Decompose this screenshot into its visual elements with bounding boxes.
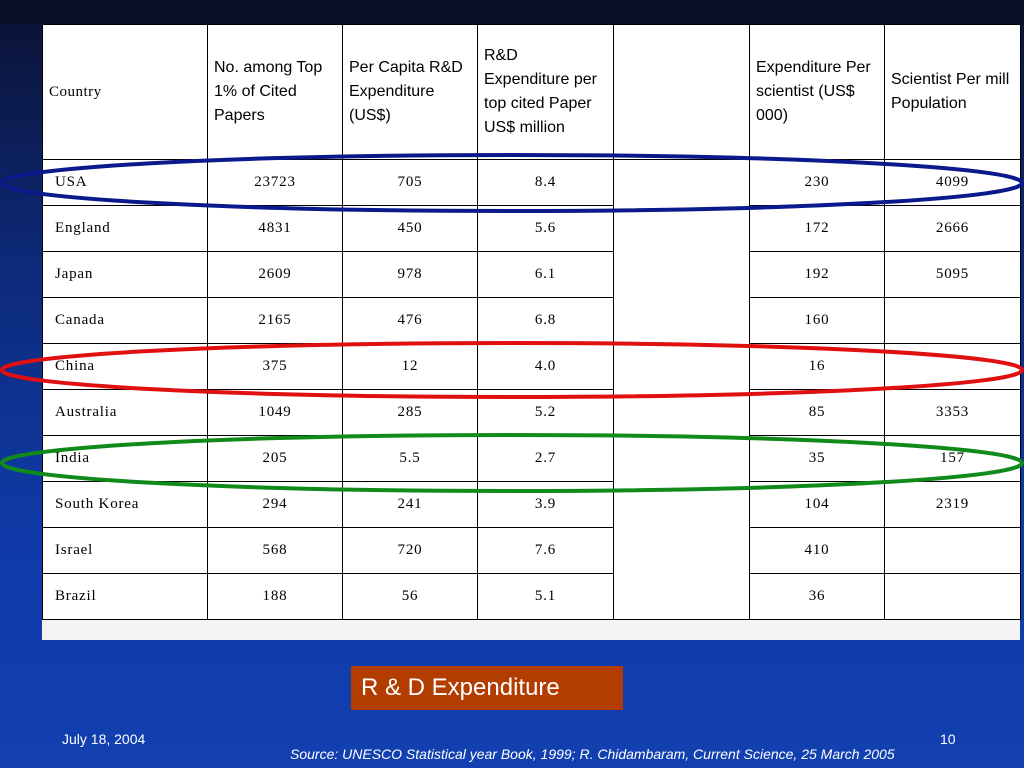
cell-per-capita: 241 [342, 481, 478, 528]
table-panel: Country No. among Top 1% of Cited Papers… [42, 24, 1021, 640]
header-row: Country No. among Top 1% of Cited Papers… [42, 24, 1021, 160]
table-row: India 205 5.5 2.7 35 157 [42, 435, 1021, 482]
cell-per-paper: 2.7 [477, 435, 614, 482]
top-band [0, 0, 1024, 24]
cell-blank [613, 297, 750, 344]
header-blank [613, 24, 750, 160]
cell-per-paper: 8.4 [477, 159, 614, 206]
table-row: Japan 2609 978 6.1 192 5095 [42, 251, 1021, 298]
cell-per-scientist: 36 [749, 573, 885, 620]
cell-blank [613, 205, 750, 252]
cell-scientists-per-million [884, 343, 1021, 390]
cell-country: Israel [42, 527, 208, 574]
cell-per-paper: 3.9 [477, 481, 614, 528]
cell-top-cited: 4831 [207, 205, 343, 252]
cell-country: Japan [42, 251, 208, 298]
cell-top-cited: 375 [207, 343, 343, 390]
cell-per-paper: 5.1 [477, 573, 614, 620]
footer-date: July 18, 2004 [62, 731, 146, 747]
source-citation: Source: UNESCO Statistical year Book, 19… [290, 746, 895, 762]
cell-blank [613, 343, 750, 390]
cell-blank [613, 481, 750, 528]
header-per-paper: R&D Expenditure per top cited Paper US$ … [477, 24, 614, 160]
cell-per-paper: 5.2 [477, 389, 614, 436]
cell-country: India [42, 435, 208, 482]
cell-country: England [42, 205, 208, 252]
cell-top-cited: 188 [207, 573, 343, 620]
cell-country: China [42, 343, 208, 390]
cell-per-paper: 6.1 [477, 251, 614, 298]
cell-per-capita: 5.5 [342, 435, 478, 482]
cell-scientists-per-million: 4099 [884, 159, 1021, 206]
cell-per-scientist: 172 [749, 205, 885, 252]
header-per-capita: Per Capita R&D Expenditure (US$) [342, 24, 478, 160]
header-scientists-per-million: Scientist Per mill Population [884, 24, 1021, 160]
cell-per-capita: 285 [342, 389, 478, 436]
cell-top-cited: 1049 [207, 389, 343, 436]
cell-country: South Korea [42, 481, 208, 528]
cell-blank [613, 435, 750, 482]
cell-scientists-per-million: 157 [884, 435, 1021, 482]
cell-per-capita: 12 [342, 343, 478, 390]
table-row: Canada 2165 476 6.8 160 [42, 297, 1021, 344]
table-row: Brazil 188 56 5.1 36 [42, 573, 1021, 620]
cell-per-paper: 6.8 [477, 297, 614, 344]
cell-per-capita: 476 [342, 297, 478, 344]
data-table: Country No. among Top 1% of Cited Papers… [42, 24, 1021, 620]
cell-top-cited: 568 [207, 527, 343, 574]
cell-per-capita: 705 [342, 159, 478, 206]
cell-per-scientist: 35 [749, 435, 885, 482]
table-row: China 375 12 4.0 16 [42, 343, 1021, 390]
cell-scientists-per-million [884, 527, 1021, 574]
table-row: Israel 568 720 7.6 410 [42, 527, 1021, 574]
cell-per-scientist: 192 [749, 251, 885, 298]
cell-scientists-per-million: 2319 [884, 481, 1021, 528]
header-per-scientist: Expenditure Per scientist (US$ 000) [749, 24, 885, 160]
cell-per-paper: 5.6 [477, 205, 614, 252]
cell-country: Brazil [42, 573, 208, 620]
cell-scientists-per-million: 5095 [884, 251, 1021, 298]
cell-per-capita: 56 [342, 573, 478, 620]
cell-country: USA [42, 159, 208, 206]
cell-per-scientist: 16 [749, 343, 885, 390]
cell-per-paper: 4.0 [477, 343, 614, 390]
header-country: Country [42, 24, 208, 160]
cell-blank [613, 389, 750, 436]
header-top-cited: No. among Top 1% of Cited Papers [207, 24, 343, 160]
table-row: England 4831 450 5.6 172 2666 [42, 205, 1021, 252]
cell-country: Australia [42, 389, 208, 436]
slide-caption: R & D Expenditure [351, 666, 623, 710]
cell-per-capita: 978 [342, 251, 478, 298]
cell-country: Canada [42, 297, 208, 344]
cell-per-capita: 720 [342, 527, 478, 574]
cell-top-cited: 2165 [207, 297, 343, 344]
cell-top-cited: 2609 [207, 251, 343, 298]
cell-scientists-per-million: 2666 [884, 205, 1021, 252]
cell-scientists-per-million [884, 297, 1021, 344]
cell-blank [613, 527, 750, 574]
table-row: South Korea 294 241 3.9 104 2319 [42, 481, 1021, 528]
page-number: 10 [940, 731, 956, 747]
cell-per-scientist: 85 [749, 389, 885, 436]
cell-blank [613, 251, 750, 298]
cell-per-scientist: 410 [749, 527, 885, 574]
cell-per-scientist: 104 [749, 481, 885, 528]
cell-blank [613, 573, 750, 620]
cell-top-cited: 205 [207, 435, 343, 482]
cell-per-scientist: 230 [749, 159, 885, 206]
cell-top-cited: 23723 [207, 159, 343, 206]
table-row: USA 23723 705 8.4 230 4099 [42, 159, 1021, 206]
cell-scientists-per-million [884, 573, 1021, 620]
cell-per-scientist: 160 [749, 297, 885, 344]
cell-per-paper: 7.6 [477, 527, 614, 574]
table-row: Australia 1049 285 5.2 85 3353 [42, 389, 1021, 436]
cell-scientists-per-million: 3353 [884, 389, 1021, 436]
cell-blank [613, 159, 750, 206]
cell-per-capita: 450 [342, 205, 478, 252]
cell-top-cited: 294 [207, 481, 343, 528]
